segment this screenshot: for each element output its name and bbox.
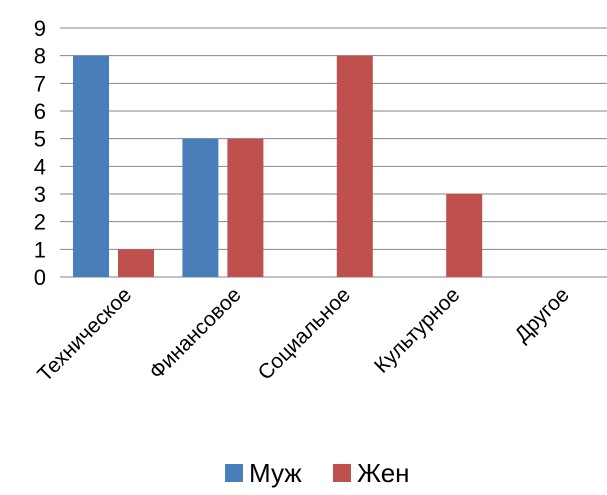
- y-tick-label: 7: [34, 71, 46, 96]
- y-tick-label: 9: [34, 16, 46, 41]
- bar-series2-0: [118, 249, 154, 277]
- y-tick-label: 5: [34, 127, 46, 152]
- gridlines: [60, 27, 607, 278]
- bar-series1-1: [182, 138, 219, 277]
- bar-series2-2: [336, 55, 373, 277]
- x-tick-label: Другое: [510, 283, 573, 346]
- bar-series1-0: [73, 55, 109, 277]
- legend-label: Жен: [357, 458, 410, 488]
- y-tick-label: 1: [34, 237, 46, 262]
- x-tick-label: Финансовое: [145, 283, 246, 384]
- y-tick-label: 8: [34, 44, 46, 69]
- x-tick-label: Культурное: [370, 283, 464, 377]
- bars: [73, 55, 483, 277]
- y-tick-label: 3: [34, 182, 46, 207]
- y-tick-label: 6: [34, 99, 46, 124]
- y-tick-label: 4: [34, 154, 46, 179]
- bar-series2-1: [227, 138, 264, 277]
- legend: Муж Жен: [225, 458, 410, 488]
- x-axis-ticks: Техническое Финансовое Социальное Культурно…: [33, 283, 574, 386]
- x-tick-label: Техническое: [33, 283, 136, 386]
- y-axis-ticks: 0 12 3 45 6 78 9: [34, 16, 46, 290]
- bar-series2-3: [446, 194, 483, 277]
- x-tick-label: Социальное: [254, 283, 355, 384]
- legend-label: Муж: [249, 458, 302, 488]
- y-tick-label: 0: [34, 265, 46, 290]
- legend-swatch: [333, 464, 351, 482]
- legend-swatch: [225, 464, 243, 482]
- y-tick-label: 2: [34, 210, 46, 235]
